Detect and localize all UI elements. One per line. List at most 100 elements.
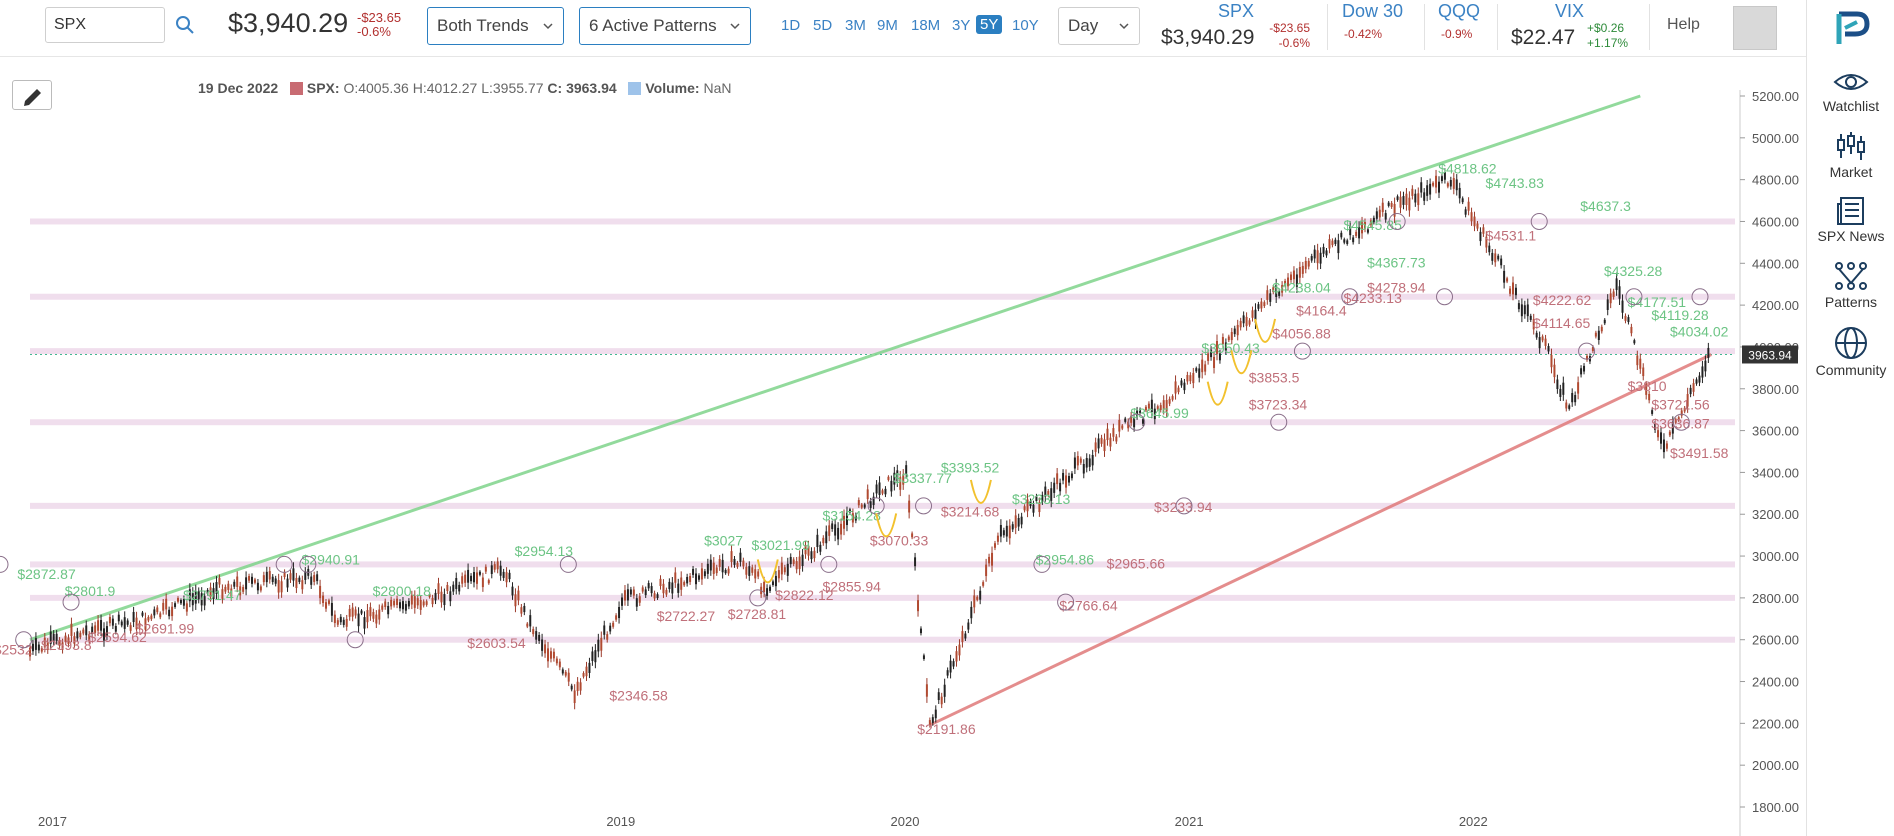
down-trendline	[929, 353, 1712, 727]
cup-pattern	[875, 513, 898, 538]
trend-dropdown[interactable]: Both Trends	[427, 7, 564, 45]
sidebar-item-watchlist[interactable]: Watchlist	[1807, 68, 1894, 114]
sidebar-item-community[interactable]: Community	[1807, 326, 1894, 378]
ohlc-date: 19 Dec 2022	[198, 80, 279, 96]
pattern-label-resistance: $2801.9	[65, 583, 116, 599]
app-logo[interactable]	[1831, 10, 1871, 48]
candle-body	[1100, 437, 1103, 444]
pattern-label-resistance: $4177.51	[1628, 294, 1687, 310]
candle-body	[452, 584, 455, 592]
timeframe-1d[interactable]: 1D	[781, 17, 801, 34]
sidebar-item-spx-news[interactable]: SPX News	[1807, 196, 1894, 244]
candle-body	[1363, 221, 1366, 229]
candle-body	[970, 606, 973, 619]
candle-body	[1488, 245, 1491, 253]
candle-body	[949, 660, 952, 673]
pattern-label-resistance: $3027	[704, 533, 743, 549]
candle-body	[615, 615, 618, 620]
pivot-marker	[1530, 212, 1548, 230]
candle-body	[1467, 201, 1470, 211]
candle-body	[1446, 183, 1449, 187]
candle-body	[1189, 375, 1192, 382]
candle-body	[1257, 304, 1260, 309]
candle-body	[1648, 393, 1651, 401]
candle-body	[739, 552, 742, 562]
avatar[interactable]	[1733, 6, 1777, 50]
search-icon[interactable]	[174, 14, 196, 36]
cup-pattern	[969, 479, 992, 504]
candle-body	[730, 551, 733, 563]
candle-body	[1503, 270, 1506, 283]
candle-body	[224, 586, 227, 592]
pattern-label-support: $2532	[0, 641, 33, 657]
pattern-label-resistance: $2940.91	[302, 551, 361, 567]
candle-body	[416, 598, 419, 606]
candle-body	[1470, 212, 1473, 222]
candle-body	[771, 581, 774, 585]
candle-body	[227, 583, 230, 590]
price-chart[interactable]: 1800.00 2000.00 2200.00 2400.00 2600.00 2800.…	[0, 0, 1806, 836]
timeframe-5d[interactable]: 5D	[813, 17, 833, 34]
sidebar-item-patterns[interactable]: Patterns	[1807, 260, 1894, 310]
pencil-icon	[24, 89, 41, 106]
candle-body	[766, 588, 769, 596]
ticker-spx-name[interactable]: SPX	[1218, 1, 1255, 21]
ticker-qqq-name[interactable]: QQQ	[1438, 1, 1481, 21]
candle-body	[268, 571, 271, 580]
candle-body	[869, 501, 872, 508]
pattern-label-support: $4222.62	[1533, 292, 1592, 308]
timeframe-18m[interactable]: 18M	[911, 17, 941, 34]
draw-tool-button[interactable]	[12, 80, 52, 110]
pivot-marker	[915, 497, 933, 515]
timeframe-9m[interactable]: 9M	[877, 17, 898, 34]
timeframe-3y[interactable]: 3Y	[952, 17, 971, 34]
pivot-marker	[1691, 288, 1709, 306]
patterns-dropdown[interactable]: 6 Active Patterns	[579, 7, 751, 45]
candle-body	[777, 570, 780, 579]
candle-body	[1124, 418, 1127, 422]
pivot-marker	[346, 631, 364, 649]
candle-body	[544, 644, 547, 654]
candle-body	[100, 620, 103, 631]
candle-body	[206, 589, 209, 594]
timeframe-5y[interactable]: 5Y	[976, 15, 1003, 34]
sidebar-item-market[interactable]: Market	[1807, 130, 1894, 180]
ticker-dow-name[interactable]: Dow 30	[1342, 1, 1404, 21]
candle-body	[197, 591, 200, 600]
candle-body	[872, 496, 875, 506]
ticker-vix-change: +$0.26 +1.17%	[1587, 21, 1629, 50]
candle-body	[191, 593, 194, 606]
candle-body	[43, 637, 46, 648]
timeframe-3m[interactable]: 3M	[845, 17, 866, 34]
candle-body	[1657, 430, 1660, 438]
candle-body	[893, 472, 896, 485]
candle-body	[1680, 410, 1683, 416]
timeframe-10y[interactable]: 10Y	[1012, 17, 1039, 34]
candle-body	[585, 666, 588, 677]
interval-dropdown[interactable]: Day	[1058, 7, 1140, 45]
candle-body	[1352, 237, 1355, 243]
pivot-marker	[1436, 288, 1454, 306]
pivot-marker	[867, 497, 885, 515]
candle-body	[1210, 349, 1213, 358]
candle-body	[369, 607, 372, 617]
candle-body	[496, 561, 499, 570]
y-tick-label: 2800.00	[1752, 591, 1799, 606]
candle-body	[188, 589, 191, 602]
candle-body	[274, 578, 277, 584]
candle-body	[1159, 405, 1162, 411]
candle-body	[1698, 375, 1701, 383]
candle-body	[111, 618, 114, 626]
pivot-marker	[749, 589, 767, 607]
eye-icon	[1833, 74, 1869, 90]
ticker-vix-name[interactable]: VIX	[1555, 1, 1585, 21]
support-band	[30, 419, 1735, 426]
pattern-label-support: $4056.88	[1272, 326, 1331, 342]
candle-body	[1331, 240, 1334, 246]
candle-body	[1334, 239, 1337, 244]
candle-body	[683, 582, 686, 586]
candle-body	[372, 612, 375, 619]
symbol-search-input[interactable]: SPX	[45, 7, 165, 43]
help-link[interactable]: Help	[1667, 16, 1700, 33]
pattern-label-resistance: $3021.99	[751, 537, 810, 553]
